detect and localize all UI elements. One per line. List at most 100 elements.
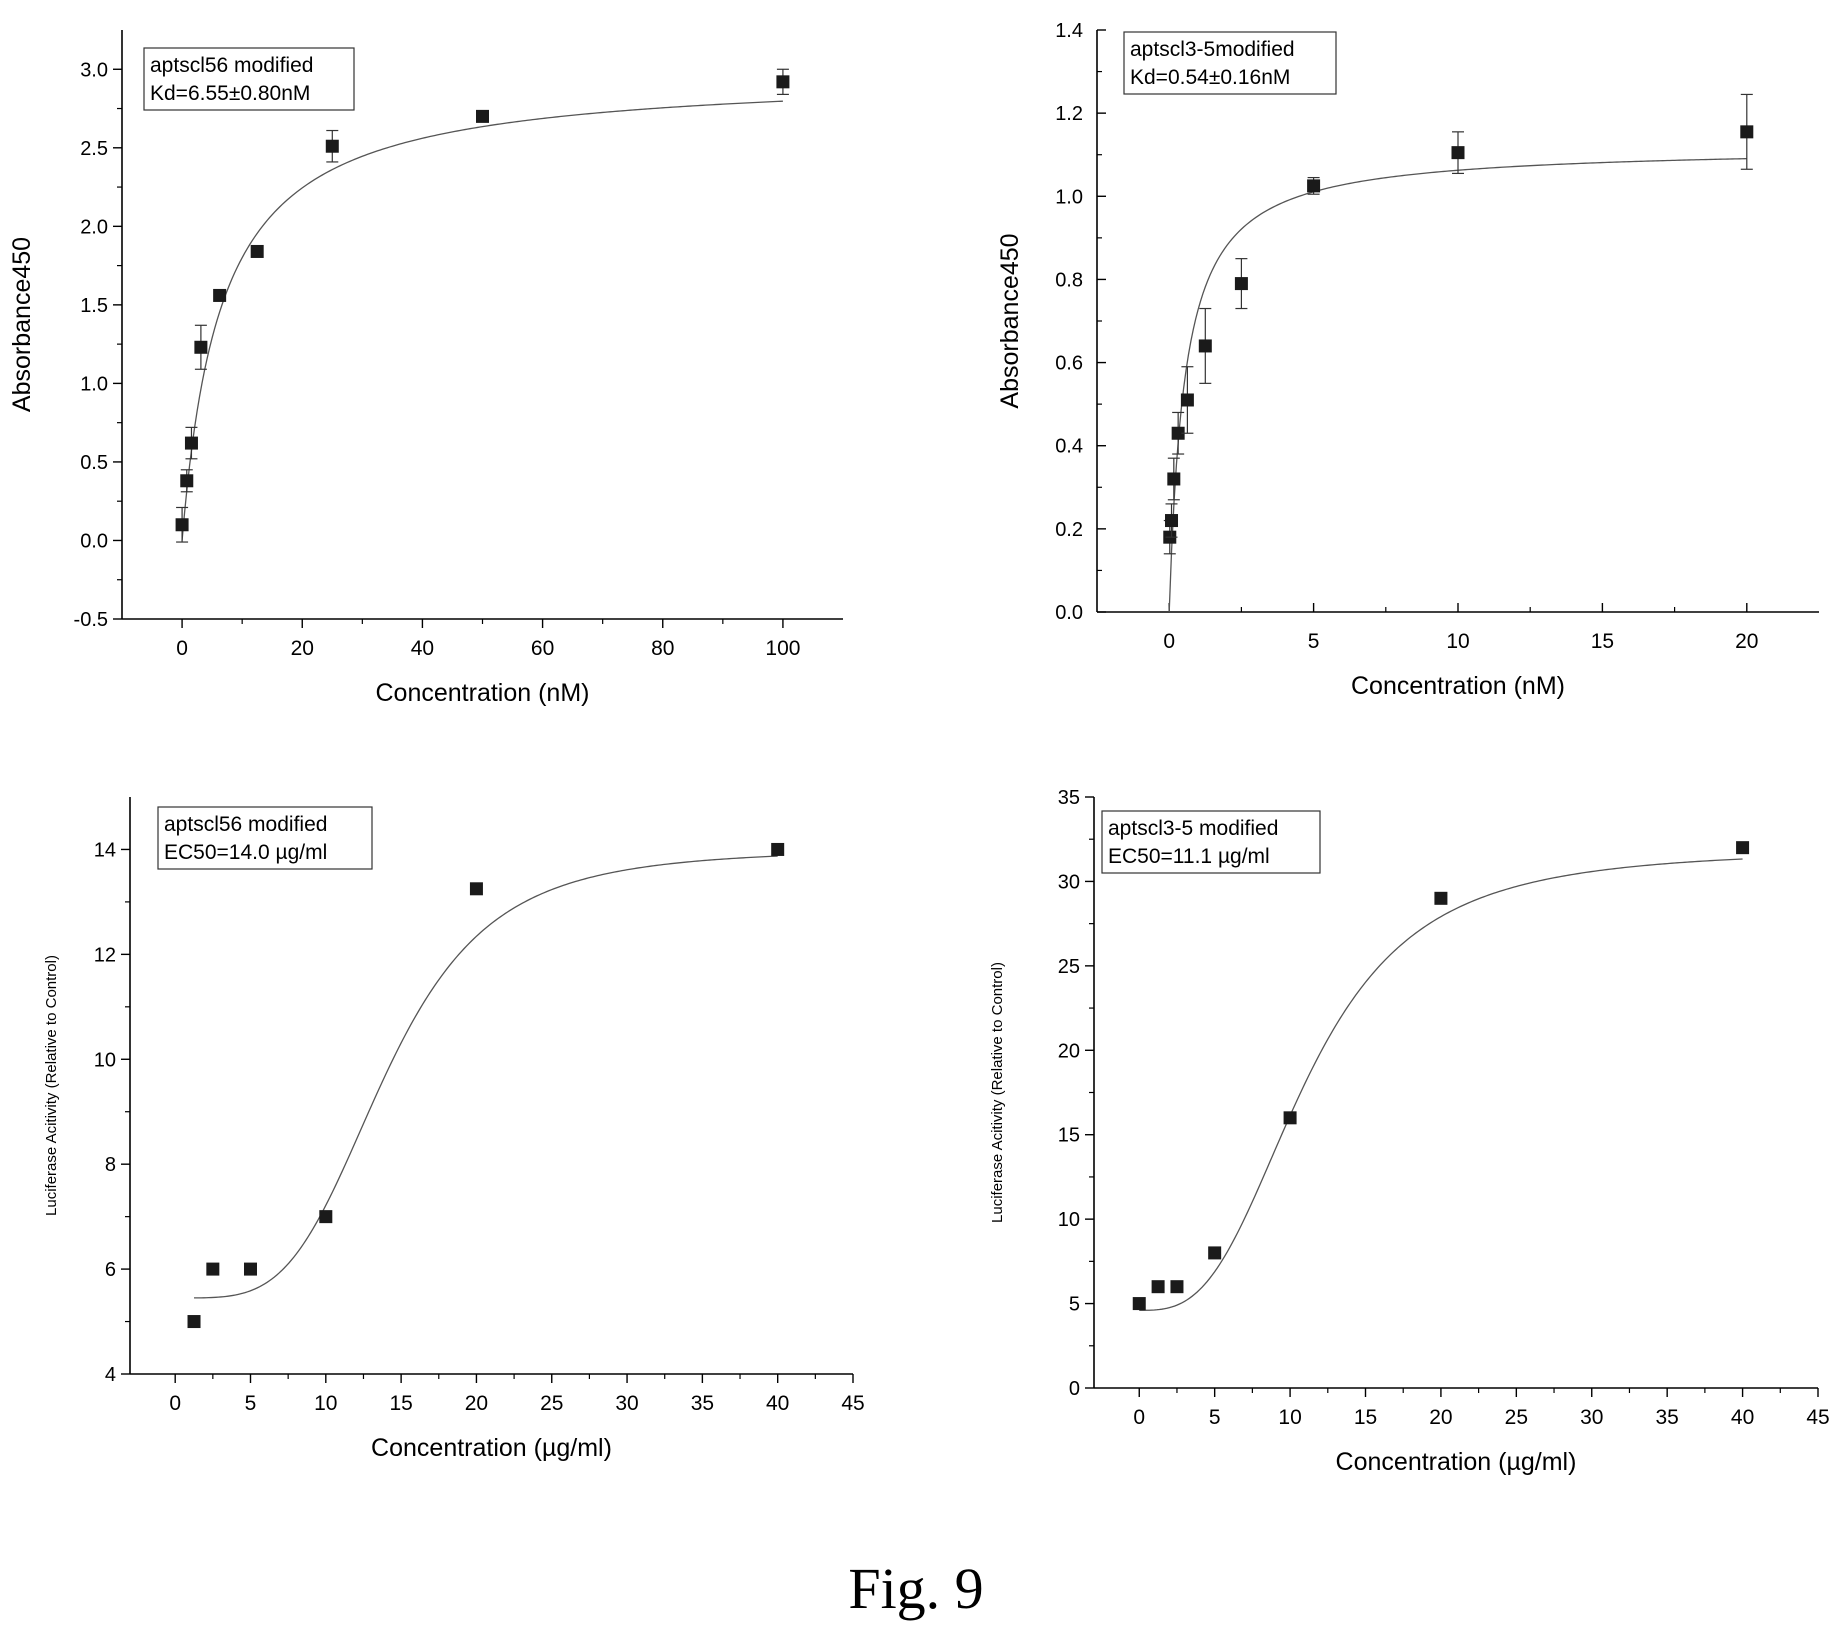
figure-caption: Fig. 9 [848, 1556, 984, 1621]
legend-line-1: aptscl3-5modified [1130, 38, 1295, 61]
y-tick-label: 3.0 [80, 59, 108, 81]
x-tick-label: 25 [1505, 1406, 1528, 1429]
y-tick-label: 1.2 [1055, 103, 1083, 125]
y-tick-label: 6 [105, 1259, 116, 1281]
fit-curve [1168, 157, 1747, 613]
y-tick-label: 30 [1058, 871, 1080, 893]
x-tick-label: 25 [540, 1392, 563, 1415]
x-tick-label: 20 [1429, 1406, 1452, 1429]
y-tick-label: 0.4 [1055, 436, 1083, 458]
x-tick-label: 35 [1655, 1406, 1678, 1429]
data-point [206, 1262, 220, 1276]
data-point [194, 340, 208, 354]
legend-box [157, 806, 373, 870]
chart-panel-4: 0 5 10 15 20 25 30 35 40 45 0 5 10 15 20 25 30 35 Concentr… [989, 787, 1830, 1476]
x-tick-label: 80 [651, 637, 674, 660]
fit-curve [1139, 858, 1743, 1311]
x-axis-label: Concentration (µg/ml) [371, 1434, 612, 1462]
x-axis-label: Concentration (µg/ml) [1336, 1448, 1577, 1476]
legend-line-1: aptscl3-5 modified [1108, 817, 1278, 840]
data-point [469, 882, 483, 896]
data-point [1165, 514, 1179, 528]
data-point [1170, 1280, 1184, 1294]
y-axis-label: Absorbance450 [8, 237, 36, 412]
x-axis-label: Concentration (nM) [1351, 672, 1565, 700]
data-point [213, 288, 227, 302]
x-tick-label: 20 [465, 1392, 488, 1415]
chart-panel-2: 0 5 10 15 20 0.0 0.2 0.4 0.6 0.8 1.0 1.2 1.4 Concentr… [996, 20, 1819, 700]
legend-line-2: Kd=0.54±0.16nM [1130, 66, 1290, 89]
x-tick-label: 5 [245, 1392, 257, 1415]
data-point [1167, 472, 1181, 486]
x-tick-label: 0 [169, 1392, 181, 1415]
x-tick-label: 40 [766, 1392, 789, 1415]
x-tick-label: 35 [691, 1392, 714, 1415]
data-point [1234, 277, 1248, 291]
y-tick-label: 0.8 [1055, 269, 1083, 291]
y-axis-label: Luciferase Acitivity (Relative to Contro… [43, 955, 60, 1216]
x-tick-label: 5 [1209, 1406, 1221, 1429]
y-axis-label: Absorbance450 [996, 233, 1024, 408]
data-point [1740, 125, 1754, 139]
x-tick-label: 5 [1308, 630, 1320, 653]
y-tick-label: 1.5 [80, 295, 108, 317]
y-tick-label: 0.5 [80, 452, 108, 474]
y-tick-label: 15 [1058, 1125, 1080, 1147]
x-tick-label: 10 [314, 1392, 337, 1415]
y-tick-label: 0 [1069, 1378, 1080, 1400]
y-tick-label: 12 [94, 944, 116, 966]
x-tick-label: 20 [1735, 630, 1758, 653]
legend-box [1101, 810, 1321, 874]
data-point [1171, 426, 1185, 440]
x-tick-label: 45 [841, 1392, 864, 1415]
legend-line-2: Kd=6.55±0.80nM [150, 82, 310, 105]
x-tick-label: 15 [1354, 1406, 1377, 1429]
data-point [1151, 1280, 1165, 1294]
data-point [1434, 891, 1448, 905]
x-tick-label: 10 [1446, 630, 1469, 653]
data-point [175, 518, 189, 532]
x-tick-label: 0 [1133, 1406, 1145, 1429]
y-tick-label: 1.4 [1055, 20, 1083, 42]
chart-panel-3: 0 5 10 15 20 25 30 35 40 45 4 6 8 10 12 14 Concentration… [43, 797, 865, 1462]
y-tick-label: 1.0 [80, 373, 108, 395]
data-point [1283, 1111, 1297, 1125]
fit-curve [194, 855, 778, 1299]
y-tick-label: 10 [94, 1049, 116, 1071]
x-tick-label: 0 [1163, 630, 1175, 653]
y-tick-label: 10 [1058, 1209, 1080, 1231]
x-axis-label: Concentration (nM) [376, 679, 590, 707]
x-tick-label: 30 [615, 1392, 638, 1415]
y-tick-label: -0.5 [74, 609, 108, 631]
x-tick-label: 20 [291, 637, 314, 660]
y-tick-label: 0.0 [80, 530, 108, 552]
data-point [180, 474, 194, 488]
y-tick-label: 5 [1069, 1294, 1080, 1316]
fit-curve [181, 100, 783, 541]
data-point [187, 1315, 201, 1329]
x-tick-label: 0 [176, 637, 188, 660]
data-point [776, 75, 790, 89]
legend-box [1123, 31, 1337, 95]
y-tick-label: 0.6 [1055, 353, 1083, 375]
y-tick-label: 0.2 [1055, 519, 1083, 541]
y-tick-label: 2.5 [80, 138, 108, 160]
data-point [325, 139, 339, 153]
data-point [1307, 179, 1321, 193]
x-tick-label: 100 [765, 637, 800, 660]
data-point [1451, 146, 1465, 160]
y-tick-label: 4 [105, 1364, 116, 1386]
x-tick-label: 40 [411, 637, 434, 660]
x-tick-label: 15 [1591, 630, 1614, 653]
data-point [1132, 1297, 1146, 1311]
data-point [771, 842, 785, 856]
x-tick-label: 15 [389, 1392, 412, 1415]
y-tick-label: 35 [1058, 787, 1080, 809]
data-point [1208, 1246, 1222, 1260]
data-point [184, 436, 198, 450]
data-point [250, 244, 264, 258]
legend-box [143, 47, 355, 111]
y-axis-label: Luciferase Acitivity (Relative to Contro… [989, 962, 1006, 1223]
y-tick-label: 8 [105, 1154, 116, 1176]
x-tick-label: 60 [531, 637, 554, 660]
